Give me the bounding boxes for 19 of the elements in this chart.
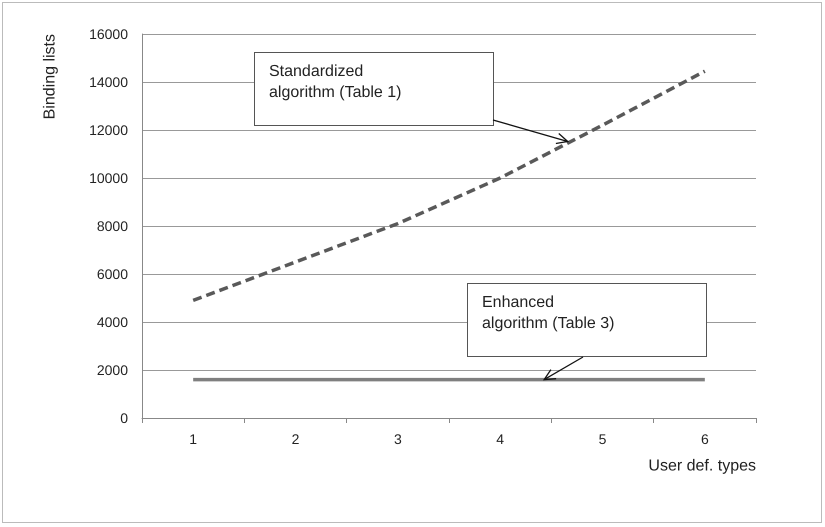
x-tick-label: 3	[394, 431, 402, 447]
y-tick-label: 4000	[96, 314, 128, 330]
x-tick-label: 5	[598, 431, 607, 447]
y-tick-label: 2000	[96, 362, 128, 378]
y-tick-label: 6000	[96, 266, 128, 282]
y-tick-label: 0	[120, 410, 128, 426]
callout-box: Enhanced algorithm (Table 3)	[467, 283, 707, 357]
y-tick-label: 10000	[89, 170, 128, 186]
callout-box: Standardized algorithm (Table 1)	[254, 52, 494, 126]
x-tick-label: 1	[189, 431, 198, 447]
y-tick-label: 12000	[89, 122, 128, 138]
x-tick-label: 6	[700, 431, 709, 447]
y-tick-label: 14000	[89, 74, 128, 90]
y-tick-label: 16000	[89, 26, 128, 42]
x-tick-label: 2	[292, 431, 300, 447]
x-axis-title: User def. types	[648, 458, 756, 474]
y-axis-title: Binding lists	[42, 34, 58, 120]
x-tick-label: 4	[496, 431, 504, 447]
y-tick-label: 8000	[96, 218, 128, 234]
